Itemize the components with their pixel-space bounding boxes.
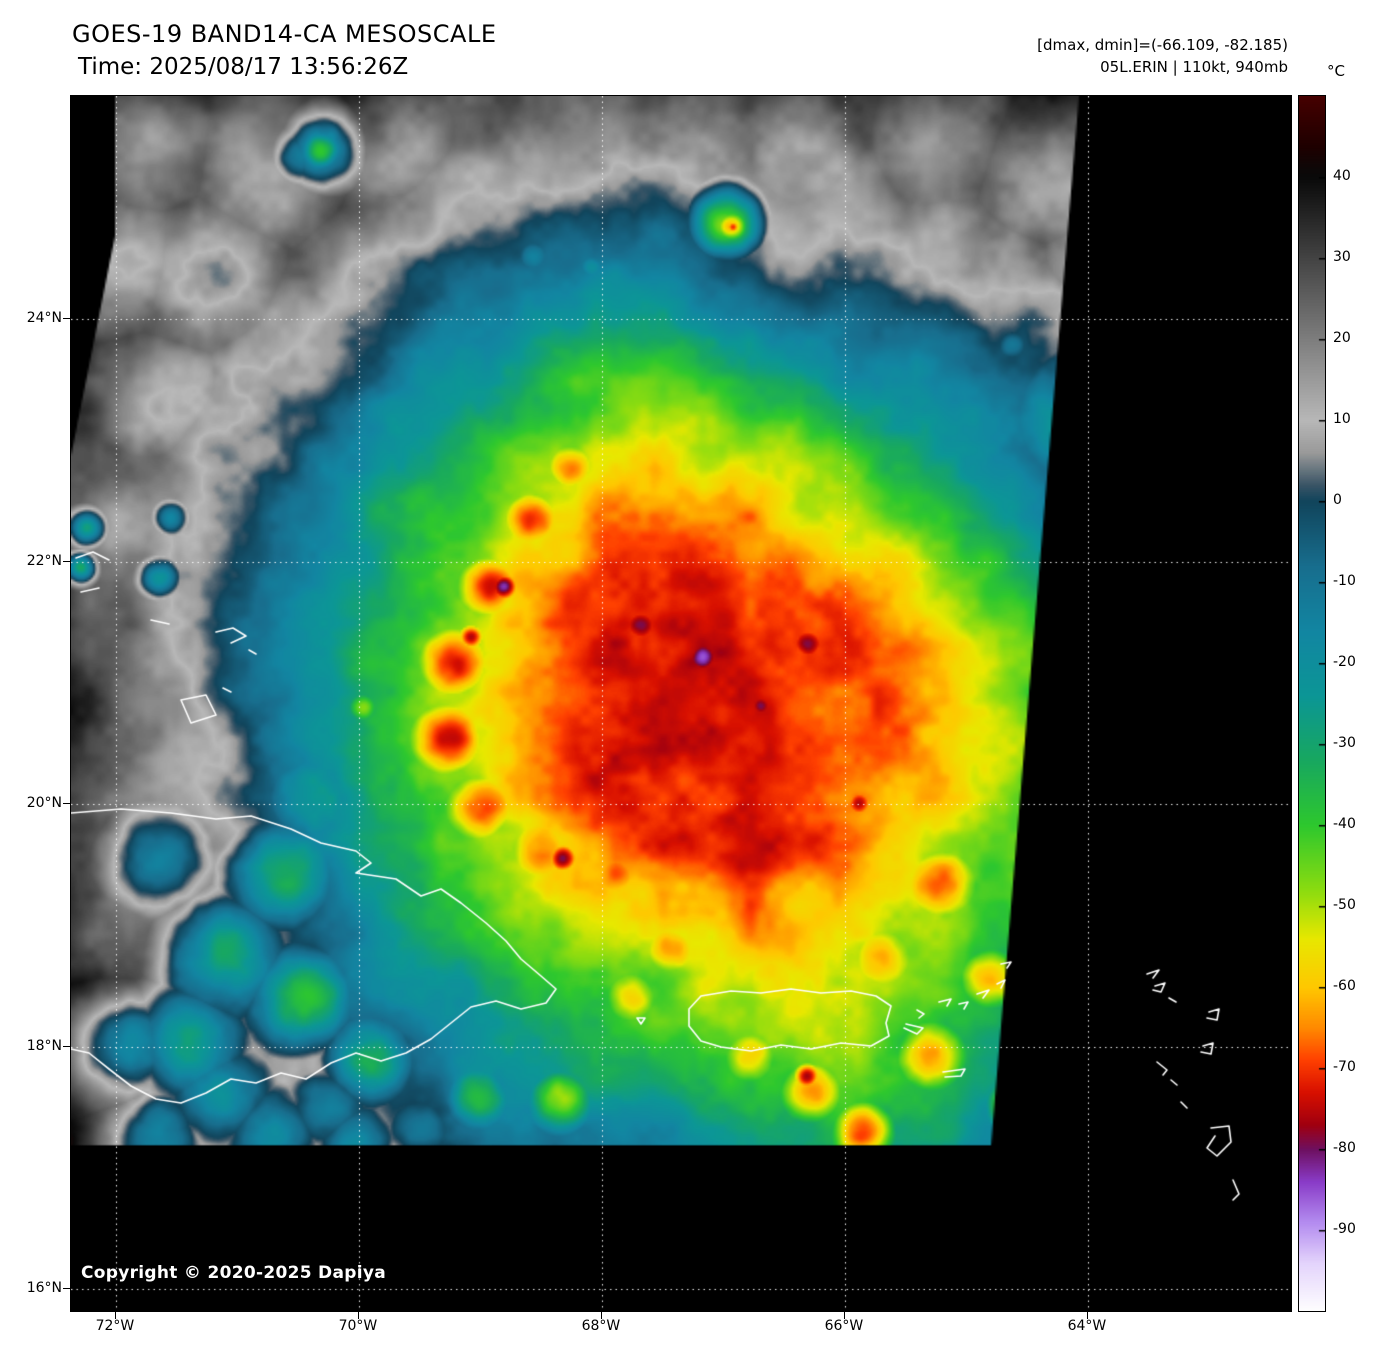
page-title: GOES-19 BAND14-CA MESOSCALE <box>72 20 497 48</box>
colorbar-tick-label: 30 <box>1333 249 1351 265</box>
copyright-watermark: Copyright © 2020-2025 Dapiya <box>81 1263 386 1283</box>
lon-tick-label: 68°W <box>581 1318 621 1334</box>
colorbar-tick-label: -10 <box>1333 573 1356 589</box>
lat-tick-mark <box>63 317 70 319</box>
lat-tick-mark <box>63 560 70 562</box>
colorbar-tick-label: -90 <box>1333 1221 1356 1237</box>
lat-tick-label: 18°N <box>26 1037 62 1054</box>
colorbar-tick-label: -20 <box>1333 654 1356 670</box>
map-overlay-canvas <box>71 96 1291 1311</box>
lat-tick-label: 22°N <box>26 552 62 569</box>
timestamp-label: Time: 2025/08/17 13:56:26Z <box>78 54 409 80</box>
lon-tick-mark <box>600 1312 602 1319</box>
lat-tick-mark <box>63 803 70 805</box>
lat-tick-mark <box>63 1288 70 1290</box>
lat-tick-mark <box>63 1045 70 1047</box>
colorbar-tick-label: 20 <box>1333 330 1351 346</box>
colorbar-unit-label: °C <box>1327 62 1345 80</box>
colorbar-tick-label: 10 <box>1333 411 1351 427</box>
colorbar-tick-label: -50 <box>1333 897 1356 913</box>
lat-tick-label: 24°N <box>26 309 62 326</box>
lon-tick-label: 72°W <box>95 1318 135 1334</box>
lon-tick-label: 70°W <box>338 1318 378 1334</box>
colorbar <box>1298 95 1326 1312</box>
colorbar-tick-label: -60 <box>1333 978 1356 994</box>
colorbar-tick-label: -80 <box>1333 1140 1356 1156</box>
range-readout: [dmax, dmin]=(-66.109, -82.185) <box>1037 36 1288 54</box>
lon-tick-mark <box>843 1312 845 1319</box>
lon-tick-label: 66°W <box>824 1318 864 1334</box>
lon-tick-mark <box>1086 1312 1088 1319</box>
lat-tick-label: 20°N <box>26 795 62 812</box>
lat-tick-label: 16°N <box>26 1280 62 1297</box>
lon-tick-label: 64°W <box>1067 1318 1107 1334</box>
lon-tick-mark <box>357 1312 359 1319</box>
colorbar-tick-label: -40 <box>1333 816 1356 832</box>
colorbar-tick-label: 40 <box>1333 168 1351 184</box>
lon-tick-mark <box>114 1312 116 1319</box>
colorbar-tick-label: -30 <box>1333 735 1356 751</box>
colorbar-tick-label: 0 <box>1333 492 1342 508</box>
satellite-plot: Copyright © 2020-2025 Dapiya <box>70 95 1292 1312</box>
storm-readout: 05L.ERIN | 110kt, 940mb <box>1100 58 1288 76</box>
colorbar-tick-label: -70 <box>1333 1059 1356 1075</box>
